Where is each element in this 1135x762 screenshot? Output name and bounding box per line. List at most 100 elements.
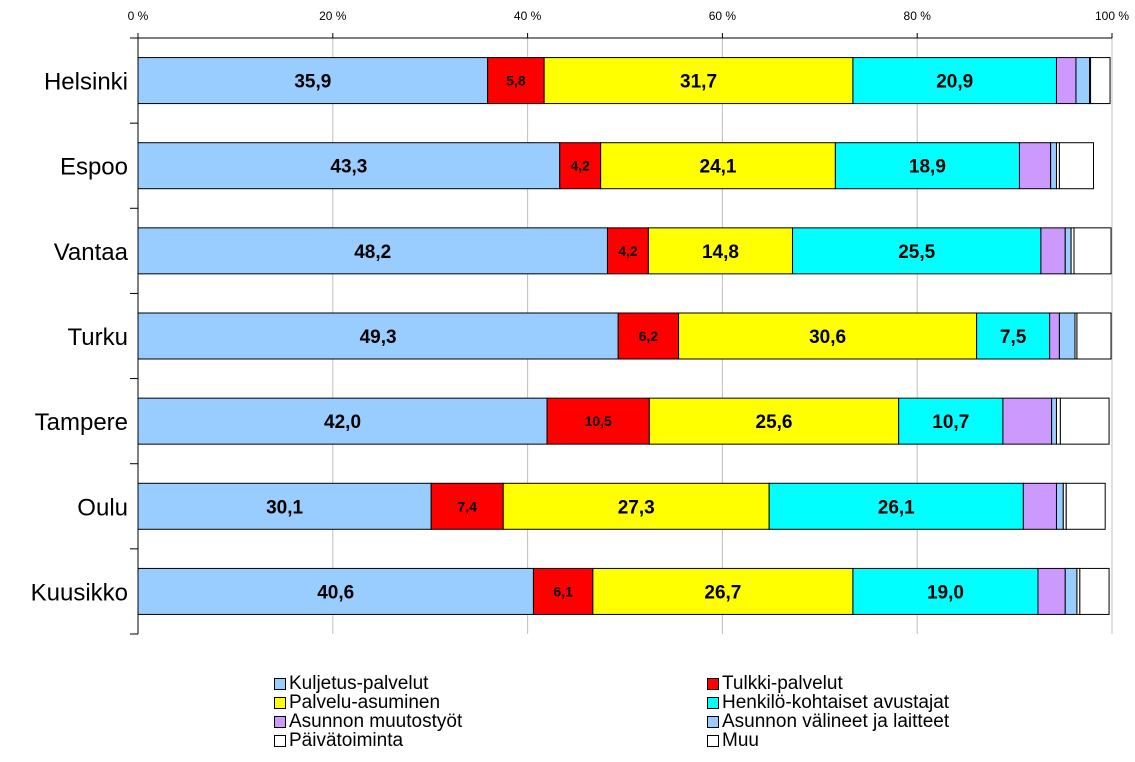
stacked-bar-chart: 0 % 20 % 40 % 60 % 80 % 100 % Helsinki 35,9 5,8 3… (31, 9, 1129, 635)
data-label: 5,8 (506, 73, 526, 89)
data-label: 10,7 (932, 412, 969, 433)
bar-segment (1002, 397, 1053, 445)
legend-swatch (274, 734, 286, 747)
data-label: 7,5 (1000, 327, 1027, 348)
bar-segment (1073, 227, 1112, 275)
category-label: Espoo (60, 154, 128, 181)
x-tick-label: 20 % (319, 9, 347, 23)
data-label: 31,7 (680, 72, 717, 93)
bar-segment (1076, 312, 1112, 360)
bar-segment (1064, 567, 1078, 615)
bar-segment (792, 227, 1042, 275)
data-label: 35,9 (294, 72, 331, 93)
bar-segment (1079, 567, 1110, 615)
bar-segment (852, 567, 1039, 615)
legend-swatch (274, 696, 286, 709)
bar-segment (502, 482, 770, 530)
legend-label: Palvelu-asuminen (289, 692, 441, 713)
legend-left: Kuljetus-palvelut Palvelu-asuminen Asunnon… (274, 674, 462, 750)
bar-segment (1090, 57, 1111, 105)
bar-segment (1051, 397, 1057, 445)
data-label: 7,4 (457, 498, 477, 514)
bar-segment (1018, 142, 1052, 190)
data-label: 20,9 (936, 72, 973, 93)
data-label: 30,6 (809, 327, 846, 348)
data-label: 24,1 (700, 157, 737, 178)
legend-swatch (274, 677, 286, 690)
bar-segment (648, 397, 900, 445)
bar-segment (898, 397, 1004, 445)
bar-segment (647, 227, 794, 275)
bar-segment (1050, 142, 1057, 190)
category-label: Kuusikko (31, 579, 128, 606)
data-label: 26,7 (704, 582, 741, 603)
x-tick-label: 60 % (709, 9, 737, 23)
bar-segment (137, 397, 548, 445)
bar-segment (1040, 227, 1066, 275)
bar-segment (1065, 482, 1106, 530)
data-label: 49,3 (360, 327, 397, 348)
data-label: 43,3 (330, 157, 367, 178)
bar-segment (768, 482, 1024, 530)
legend-item: Asunnon välineet ja laitteet (707, 712, 949, 731)
bar-segment (487, 57, 545, 105)
legend-label: Tulkki-palvelut (722, 673, 843, 694)
legend-item: Kuljetus-palvelut (274, 674, 462, 693)
bar-segment (600, 142, 836, 190)
legend-label: Asunnon välineet ja laitteet (722, 711, 950, 732)
data-label: 4,2 (618, 243, 638, 259)
bar-segment (1055, 482, 1064, 530)
bar-segment (137, 482, 432, 530)
category-label: Vantaa (54, 239, 129, 266)
x-tick-label: 80 % (904, 9, 932, 23)
legend-label: Päivätoiminta (289, 730, 404, 751)
bar-segment (559, 142, 602, 190)
legend-label: Kuljetus-palvelut (289, 673, 429, 694)
data-label: 4,2 (570, 158, 590, 174)
legend-item: Päivätoiminta (274, 731, 462, 750)
legend-swatch (707, 696, 719, 709)
legend-swatch (707, 734, 719, 747)
category-label: Helsinki (44, 69, 128, 96)
legend-item: Muu (707, 731, 949, 750)
bar-segment (834, 142, 1020, 190)
category-label: Oulu (77, 494, 128, 521)
legend-swatch (274, 715, 286, 728)
bar-segment (543, 57, 854, 105)
category-label: Turku (68, 324, 128, 351)
legend-right: Tulkki-palvelut Henkilö-kohtaiset avustaj… (707, 674, 949, 750)
legend-item: Henkilö-kohtaiset avustajat (707, 693, 949, 712)
legend-label: Henkilö-kohtaiset avustajat (722, 692, 950, 713)
bar-segment (852, 57, 1057, 105)
bar-segment (137, 312, 619, 360)
bar-segment (546, 397, 650, 445)
x-tick-label: 100 % (1095, 9, 1129, 23)
data-label: 19,0 (927, 582, 964, 603)
bar-segment (678, 312, 978, 360)
data-label: 6,2 (639, 328, 659, 344)
legend-swatch (707, 715, 719, 728)
data-label: 48,2 (354, 242, 391, 263)
bar-segment (1055, 57, 1077, 105)
data-label: 10,5 (585, 413, 612, 429)
data-label: 25,6 (756, 412, 793, 433)
data-label: 14,8 (702, 242, 739, 263)
bar-segment (1064, 227, 1072, 275)
data-label: 25,5 (898, 242, 935, 263)
bar-segment (1058, 312, 1076, 360)
legend-item: Palvelu-asuminen (274, 693, 462, 712)
bar-segment (606, 227, 649, 275)
bar-segment (1058, 142, 1094, 190)
bar-segment (1037, 567, 1066, 615)
bar-segment (137, 142, 561, 190)
legend-item: Tulkki-palvelut (707, 674, 949, 693)
category-label: Tampere (35, 409, 128, 436)
data-label: 30,1 (266, 497, 303, 518)
data-label: 27,3 (618, 497, 655, 518)
bar-segment (617, 312, 680, 360)
data-label: 26,1 (878, 497, 915, 518)
data-label: 18,9 (909, 157, 946, 178)
bar-segment (137, 227, 608, 275)
bar-segment (1075, 57, 1091, 105)
x-tick-label: 0 % (128, 9, 149, 23)
